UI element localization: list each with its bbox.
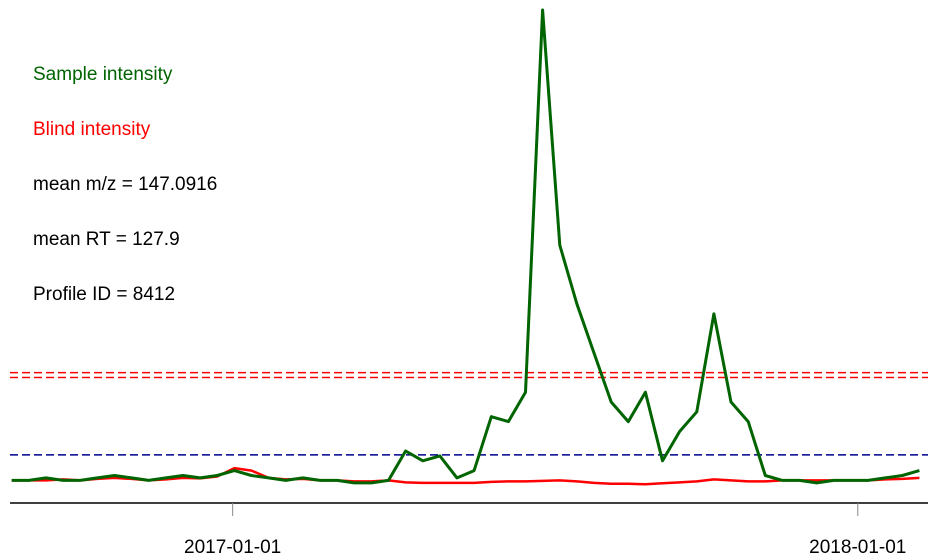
annotation: Sample intensity bbox=[33, 64, 173, 85]
annotation: Profile ID = 8412 bbox=[33, 284, 175, 305]
series-line bbox=[11, 8, 920, 485]
annotation: mean RT = 127.9 bbox=[33, 229, 180, 250]
annotation: mean m/z = 147.0916 bbox=[33, 174, 217, 195]
x-tick-label: 2018-01-01 bbox=[809, 537, 906, 555]
x-tick-label: 2017-01-01 bbox=[184, 537, 281, 555]
annotation: Blind intensity bbox=[33, 119, 151, 140]
